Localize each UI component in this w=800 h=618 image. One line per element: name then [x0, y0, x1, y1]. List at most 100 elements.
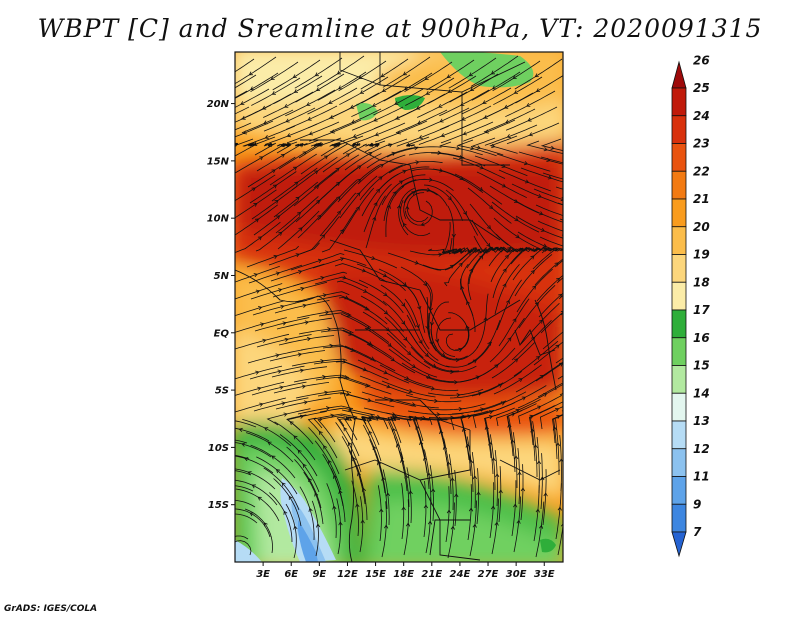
streamline	[436, 317, 456, 357]
streamline-arrow	[458, 155, 464, 160]
streamline	[427, 388, 484, 396]
streamline	[476, 171, 527, 199]
streamline-arrow	[279, 385, 284, 390]
streamline	[515, 75, 563, 104]
streamline	[470, 55, 519, 87]
streamline-arrow	[342, 275, 347, 280]
streamline	[429, 465, 434, 522]
streamline	[494, 450, 498, 507]
streamline-arrow	[356, 192, 361, 197]
streamline	[459, 278, 476, 332]
streamline	[235, 470, 252, 476]
streamline-arrow	[564, 328, 567, 331]
streamline-arrow	[390, 357, 395, 362]
streamline	[263, 467, 300, 511]
streamline	[539, 236, 563, 247]
streamline	[511, 480, 517, 537]
streamline-arrow	[470, 146, 475, 151]
streamline-arrow	[314, 492, 319, 497]
streamline	[432, 168, 484, 194]
streamline	[535, 204, 563, 217]
streamline-arrow	[295, 196, 300, 201]
streamline	[518, 395, 563, 425]
streamline-arrow	[304, 320, 309, 325]
streamline	[246, 245, 299, 268]
streamline-arrow	[328, 459, 332, 465]
streamline-arrow	[318, 430, 323, 435]
streamline-arrow	[479, 165, 484, 170]
streamline	[443, 248, 479, 287]
streamline	[494, 264, 520, 315]
streamline-arrow	[374, 132, 379, 137]
colorbar-swatch	[671, 392, 687, 422]
colorbar-swatch	[671, 531, 687, 558]
streamline	[520, 303, 560, 345]
colorbar-swatch	[671, 503, 687, 533]
streamline-arrow	[403, 336, 408, 341]
streamline-arrow	[257, 306, 263, 311]
streamline	[426, 59, 475, 91]
streamline	[440, 121, 494, 144]
colorbar-swatch	[671, 420, 687, 450]
streamline-arrow	[462, 131, 468, 136]
streamline-arrow	[325, 406, 331, 411]
streamline-arrow	[262, 338, 267, 343]
streamline-arrow	[515, 408, 520, 413]
streamline	[277, 210, 320, 250]
colorbar-label: 20	[693, 220, 710, 234]
streamline-arrow	[504, 104, 509, 109]
streamline	[451, 400, 507, 415]
streamline	[430, 301, 450, 349]
streamline-arrow	[267, 142, 272, 147]
streamline	[366, 416, 389, 446]
colorbar-label: 24	[693, 109, 710, 123]
streamline	[492, 60, 541, 92]
streamline	[535, 501, 545, 558]
streamline-arrow	[424, 352, 429, 357]
streamline	[309, 119, 362, 142]
streamline-arrow	[512, 318, 517, 323]
streamline	[364, 327, 411, 362]
streamline-arrow	[278, 288, 283, 293]
streamline-arrow	[378, 176, 383, 181]
streamline	[249, 171, 297, 204]
streamline	[474, 155, 528, 177]
streamline-arrow	[315, 87, 321, 91]
streamline-arrow	[430, 386, 436, 391]
lon-tick-label: 30E	[506, 569, 527, 580]
streamline	[266, 408, 311, 426]
streamline	[467, 250, 488, 301]
streamline	[268, 242, 320, 266]
streamline	[351, 106, 404, 131]
streamline-arrow	[469, 87, 475, 91]
streamline-arrow	[447, 89, 453, 93]
streamline	[245, 432, 294, 463]
streamline	[400, 266, 432, 309]
streamline-arrow	[248, 71, 253, 76]
streamline-arrow	[520, 487, 526, 492]
streamline	[244, 136, 276, 147]
streamline	[360, 295, 404, 332]
colorbar-label: 9	[693, 497, 701, 511]
streamline-arrow	[554, 408, 560, 412]
streamline-arrow	[251, 484, 256, 489]
streamline-arrow	[323, 155, 329, 160]
streamline-arrow	[327, 327, 332, 332]
streamline-arrow	[434, 398, 439, 404]
streamline-arrow	[240, 101, 245, 105]
streamline-arrow	[476, 145, 481, 150]
streamline-arrow	[300, 286, 305, 292]
streamline	[357, 359, 410, 384]
streamline-arrow	[320, 358, 325, 364]
streamline	[300, 344, 356, 352]
streamline	[319, 407, 375, 416]
streamline-arrow	[514, 455, 519, 460]
streamline	[445, 341, 493, 368]
streamline-arrow	[426, 187, 431, 192]
colorbar-label: 23	[693, 137, 710, 151]
streamline	[537, 382, 563, 398]
streamline	[505, 106, 558, 131]
streamline	[496, 153, 551, 172]
streamline-arrow	[460, 285, 465, 290]
streamline-arrow	[423, 504, 429, 509]
